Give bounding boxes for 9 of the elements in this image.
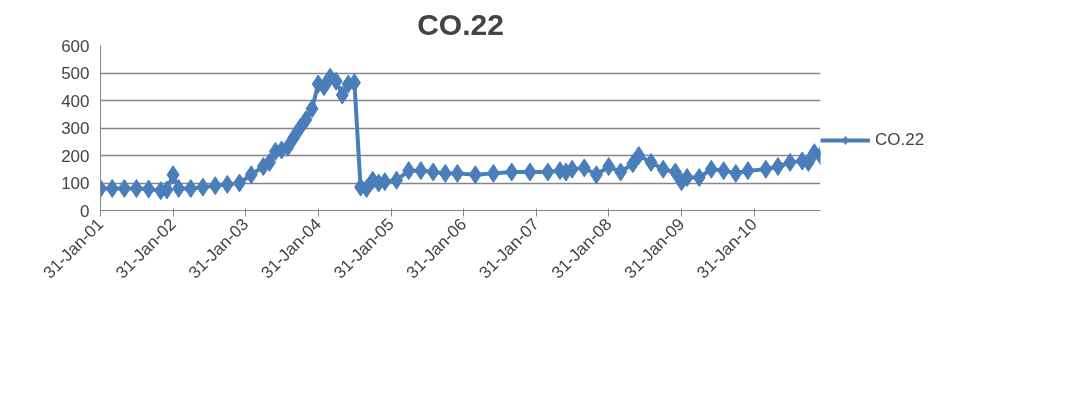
y-tick-label: 600 <box>61 36 90 56</box>
y-tick-label: 500 <box>61 64 90 83</box>
legend-label: CO.22 <box>875 130 925 150</box>
y-tick-label: 0 <box>80 201 90 221</box>
y-tick-label: 300 <box>61 119 90 138</box>
y-tick-label: 400 <box>61 91 90 111</box>
chart-title: CO.22 <box>417 7 504 41</box>
y-tick-label: 200 <box>61 146 90 166</box>
y-tick-label: 100 <box>61 174 90 193</box>
